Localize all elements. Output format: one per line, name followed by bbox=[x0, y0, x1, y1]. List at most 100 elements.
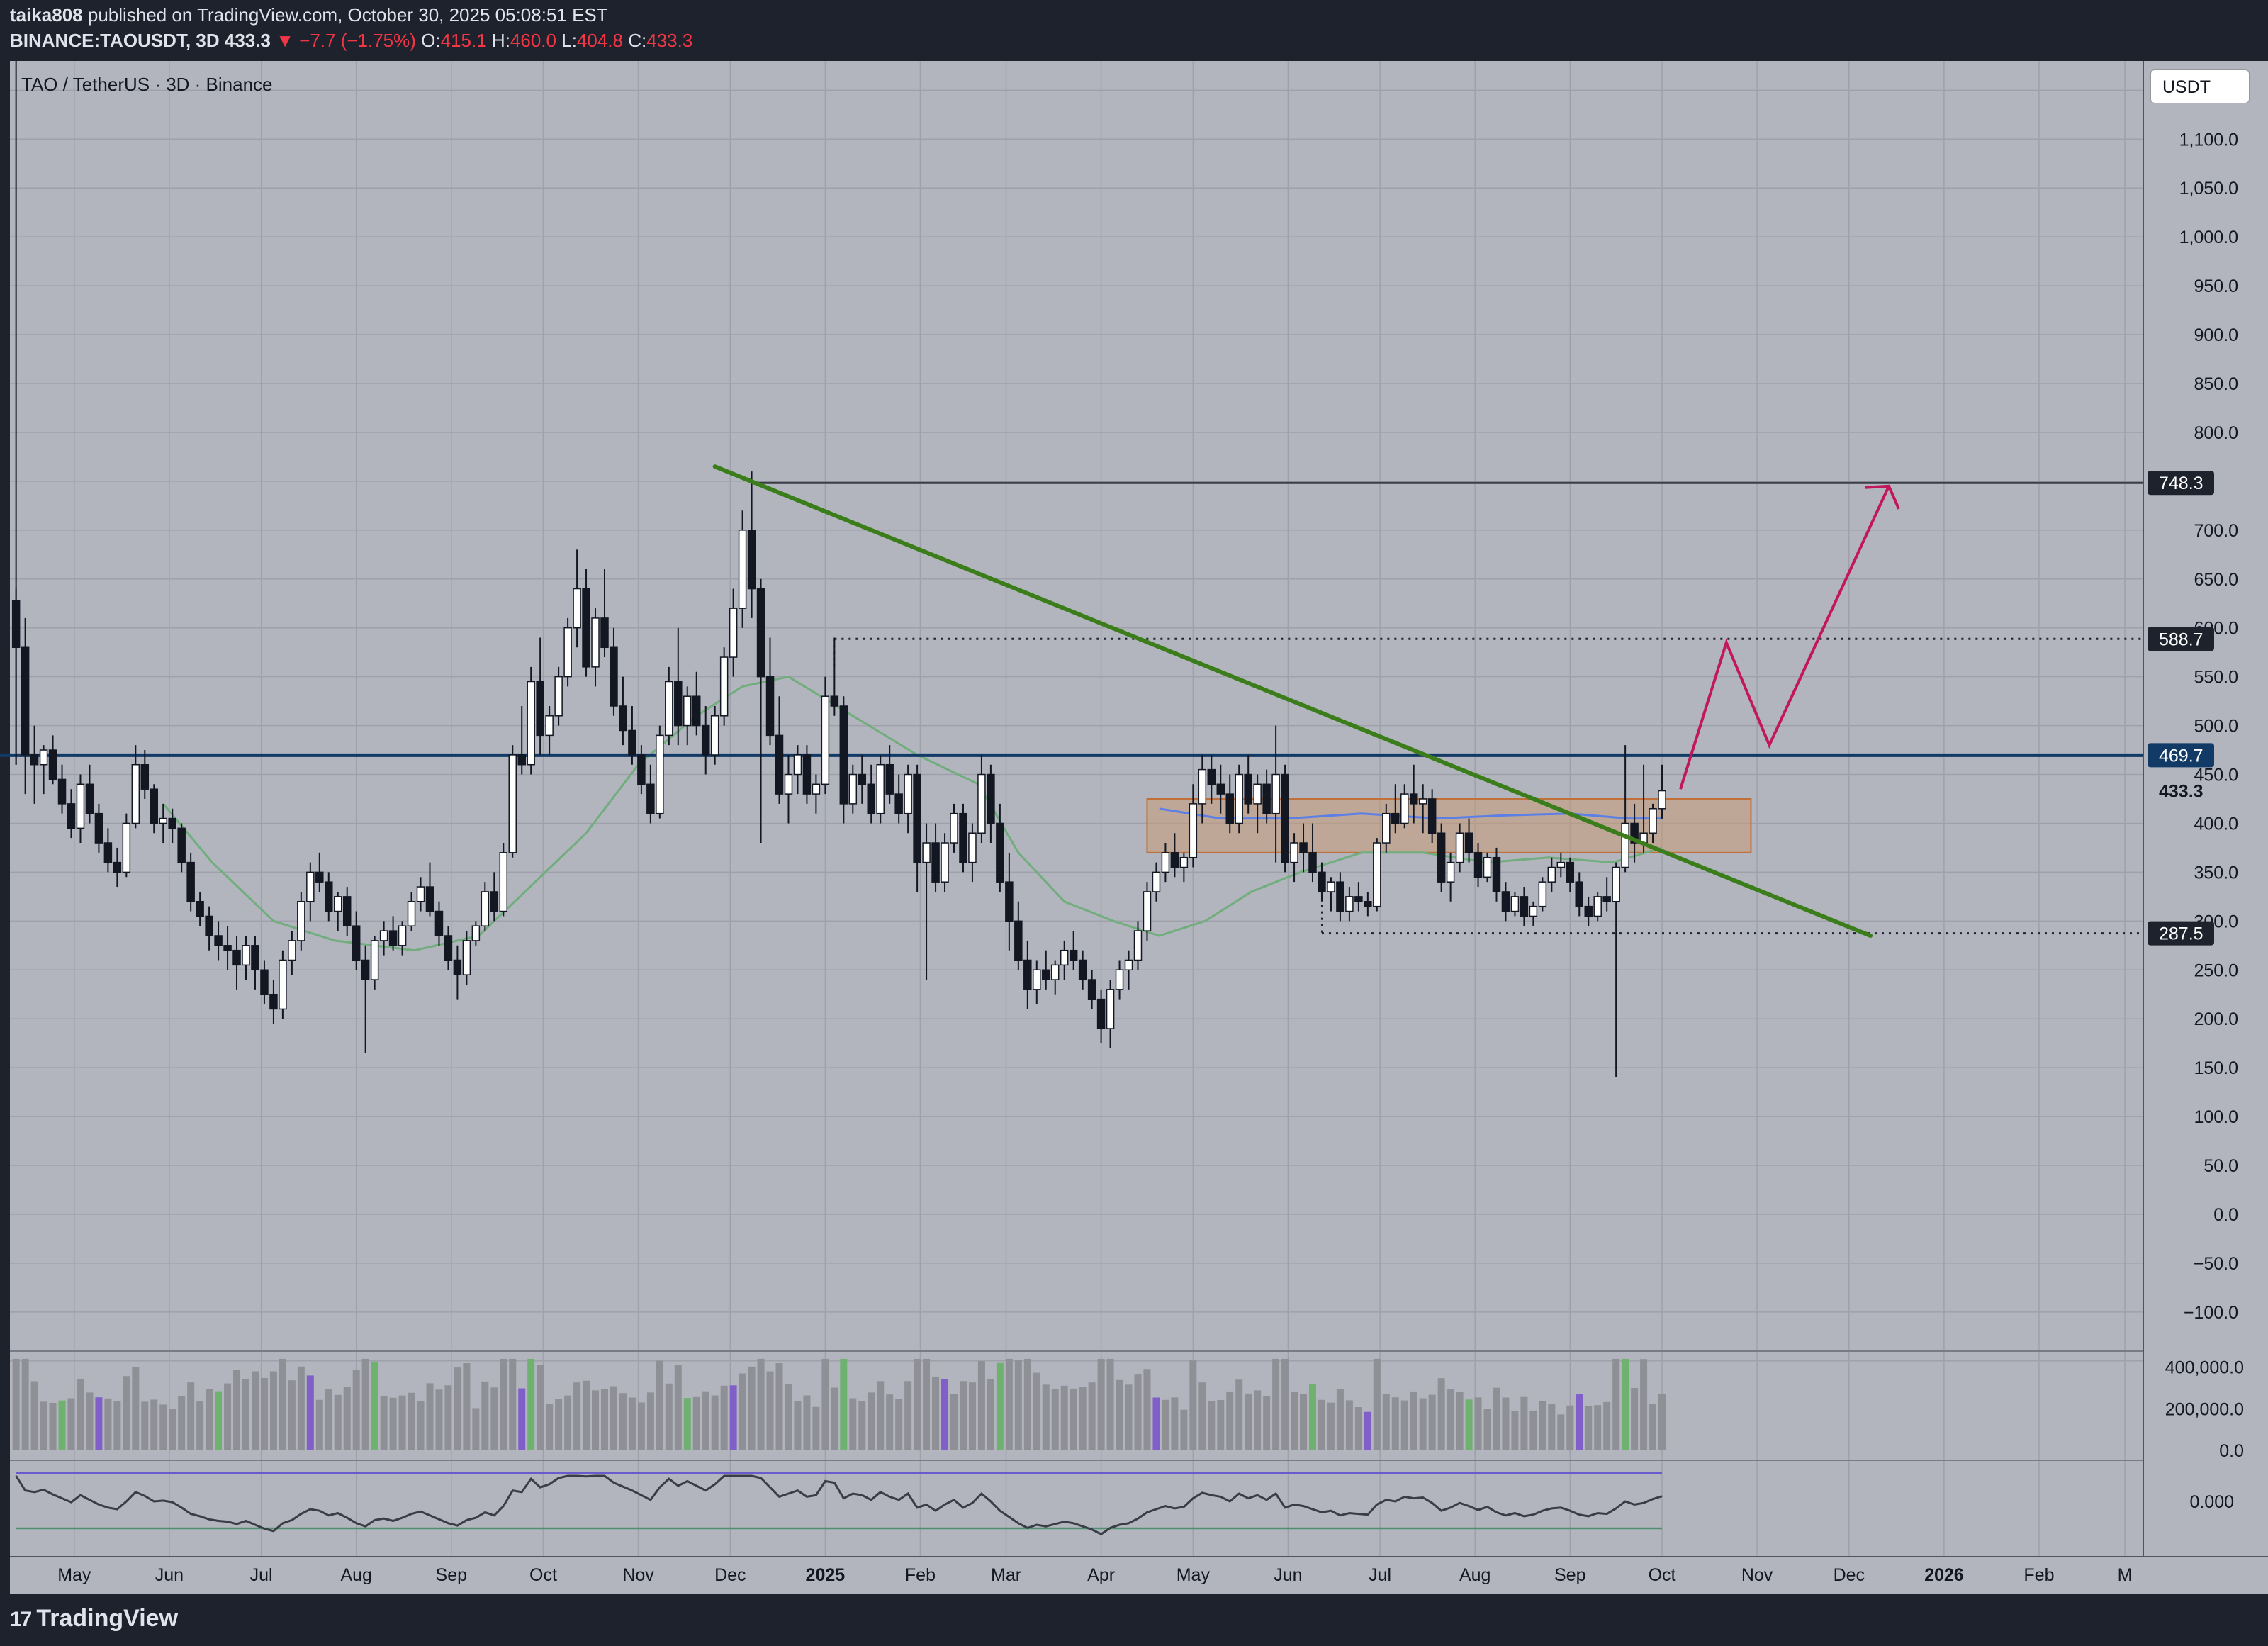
price-tick-label: 550.0 bbox=[2194, 668, 2238, 688]
symbol-name[interactable]: BINANCE:TAOUSDT, 3D bbox=[10, 30, 220, 51]
volume-bar bbox=[389, 1397, 397, 1450]
candle-body bbox=[1207, 768, 1216, 785]
volume-bar bbox=[840, 1358, 848, 1450]
publisher-name[interactable]: taika808 bbox=[10, 4, 83, 26]
candle-body bbox=[710, 715, 719, 756]
candle-body bbox=[1602, 896, 1611, 902]
candle-body bbox=[39, 749, 48, 766]
candle-body bbox=[1464, 832, 1473, 853]
candle-body bbox=[1087, 979, 1096, 1000]
volume-bar bbox=[1447, 1389, 1454, 1450]
volume-bar bbox=[646, 1392, 654, 1450]
time-tick-label: Jul bbox=[250, 1565, 273, 1585]
candle-body bbox=[223, 945, 232, 951]
volume-bar bbox=[555, 1399, 563, 1450]
price-label-text: 748.3 bbox=[2159, 474, 2204, 493]
brand-text: TradingView bbox=[36, 1605, 179, 1632]
volume-bar bbox=[159, 1404, 167, 1450]
candle-body bbox=[775, 734, 784, 795]
projection-path[interactable] bbox=[1679, 484, 1900, 790]
volume-bar bbox=[895, 1399, 903, 1450]
candle-body bbox=[232, 949, 241, 966]
price-label-bg bbox=[2148, 471, 2214, 496]
candle-body bbox=[1418, 798, 1427, 805]
time-tick-label: 2026 bbox=[1924, 1565, 1964, 1585]
candle-body bbox=[1216, 783, 1225, 795]
trendline[interactable] bbox=[712, 464, 1873, 939]
candle-body bbox=[1593, 896, 1602, 917]
price-tick-label: 650.0 bbox=[2194, 570, 2238, 590]
candle-body bbox=[1455, 832, 1464, 863]
candle-body bbox=[729, 608, 738, 658]
volume-bar bbox=[224, 1383, 232, 1450]
volume-bar bbox=[1594, 1405, 1602, 1450]
candle-body bbox=[1621, 822, 1629, 868]
candle-body bbox=[1391, 812, 1400, 824]
time-tick-label: Feb bbox=[905, 1565, 936, 1585]
volume-bar bbox=[1511, 1411, 1519, 1450]
volume-bar bbox=[371, 1361, 378, 1450]
candle-body bbox=[251, 945, 259, 971]
candle-body bbox=[950, 812, 958, 844]
currency-button[interactable]: USDT bbox=[2150, 69, 2250, 103]
candle-body bbox=[269, 993, 278, 1010]
candle-body bbox=[1161, 852, 1170, 873]
candle-body bbox=[342, 896, 352, 926]
price-axis-background bbox=[2143, 61, 2268, 1557]
time-axis[interactable]: May Jun Jul Aug Sep Oct Nov Dec 2025 Feb Mar Apr May… bbox=[57, 1565, 2132, 1585]
candle-body bbox=[619, 705, 627, 732]
candle-body bbox=[1492, 856, 1501, 892]
volume-bar bbox=[1576, 1394, 1583, 1450]
volume-bar bbox=[509, 1358, 517, 1450]
volume-bar bbox=[959, 1381, 967, 1450]
candle-body bbox=[481, 891, 490, 926]
volume-bar bbox=[1079, 1387, 1087, 1450]
volume-bar bbox=[619, 1393, 627, 1450]
candle-body bbox=[1198, 768, 1207, 805]
candle-body bbox=[848, 773, 858, 805]
volume-bar bbox=[123, 1376, 130, 1450]
volume-bar bbox=[481, 1381, 489, 1450]
candle-body bbox=[67, 803, 76, 829]
volume-bar bbox=[1493, 1387, 1500, 1450]
volume-bar bbox=[169, 1409, 176, 1450]
volume-bar bbox=[58, 1400, 66, 1450]
low-value: 404.8 bbox=[576, 30, 623, 51]
volume-bar bbox=[1060, 1385, 1068, 1450]
candle-body bbox=[1124, 959, 1133, 971]
candle-body bbox=[1096, 998, 1106, 1029]
volume-bar bbox=[812, 1406, 820, 1450]
candle-body bbox=[756, 588, 765, 678]
candle-body bbox=[802, 754, 812, 795]
candle-body bbox=[563, 627, 572, 678]
candle-body bbox=[1566, 861, 1575, 883]
candle-body bbox=[352, 925, 361, 961]
candle-body bbox=[1281, 773, 1289, 863]
volume-bar bbox=[518, 1388, 526, 1450]
candle-body bbox=[471, 925, 481, 941]
volume-bar bbox=[1217, 1400, 1225, 1450]
tradingview-logo[interactable]: 17 TradingView bbox=[10, 1605, 178, 1633]
candle-body bbox=[1033, 969, 1041, 990]
candle-body bbox=[517, 754, 526, 766]
volume-bar bbox=[86, 1392, 94, 1450]
volume-bar bbox=[748, 1366, 756, 1450]
candle-body bbox=[1060, 949, 1069, 966]
volume-bar bbox=[968, 1382, 976, 1450]
candle-body bbox=[1290, 842, 1298, 863]
time-axis-background bbox=[10, 1557, 2268, 1594]
volume-bar bbox=[306, 1375, 314, 1450]
price-axis[interactable]: 1,150.01,100.01,050.01,000.0950.0900.085… bbox=[2165, 81, 2244, 1512]
volume-bar bbox=[380, 1396, 388, 1450]
candle-body bbox=[1271, 773, 1280, 814]
price-tick-label: 1,100.0 bbox=[2179, 130, 2238, 150]
volume-bar bbox=[1162, 1399, 1169, 1450]
candle-body bbox=[131, 763, 140, 824]
volume-bar bbox=[1622, 1358, 1629, 1450]
candle-body bbox=[1529, 905, 1538, 917]
candle-body bbox=[1023, 959, 1032, 990]
volume-bar bbox=[132, 1367, 140, 1450]
candle-body bbox=[1042, 969, 1050, 980]
volume-bar bbox=[1116, 1379, 1123, 1450]
